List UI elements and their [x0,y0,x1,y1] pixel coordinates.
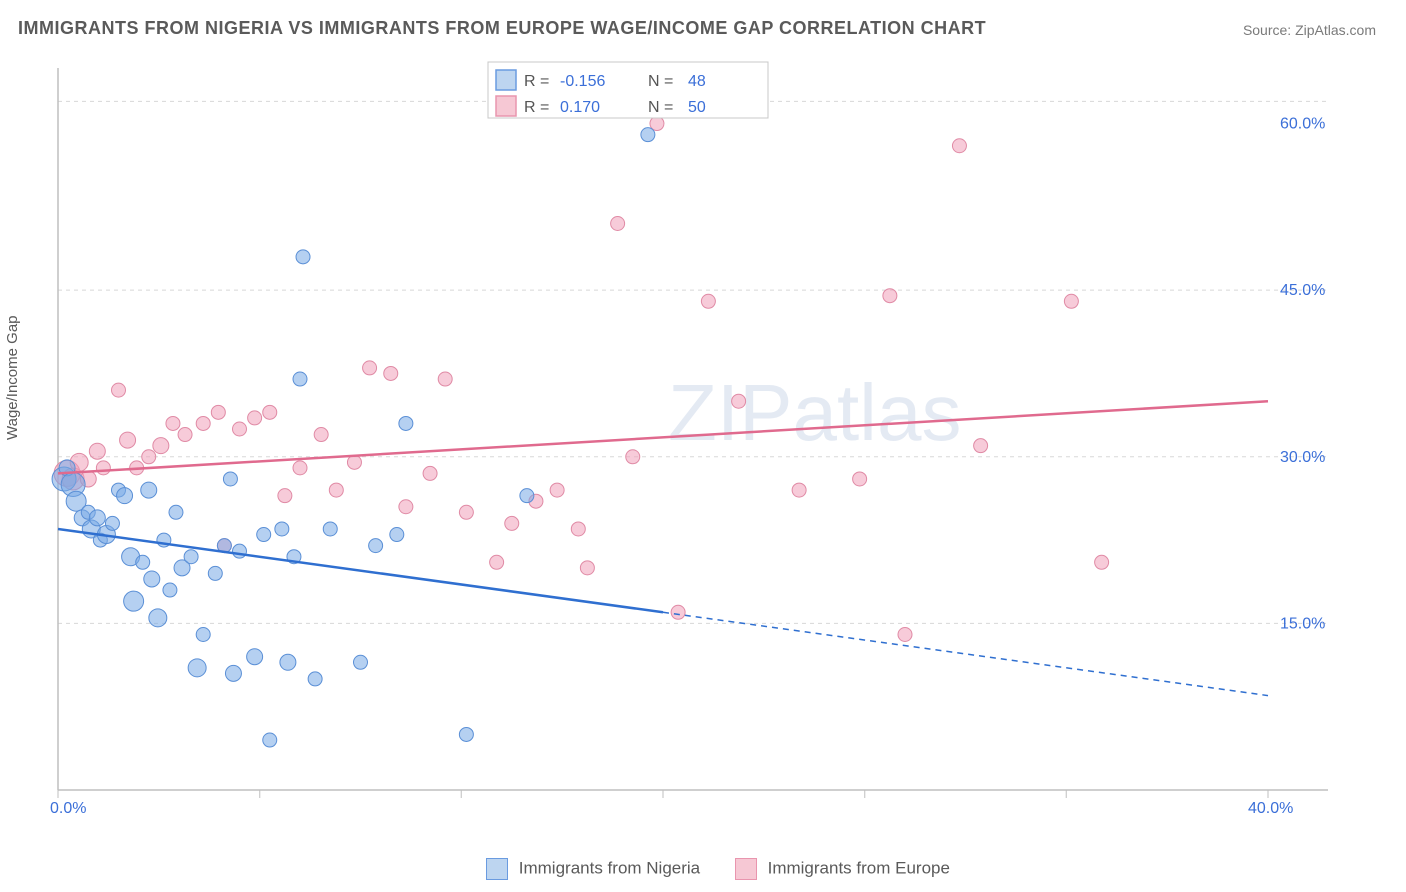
svg-text:0.170: 0.170 [560,99,600,116]
svg-text:60.0%: 60.0% [1280,116,1325,133]
svg-text:R =: R = [524,73,549,90]
x-tick-min: 0.0% [50,800,86,818]
y-axis-label: Wage/Income Gap [4,315,21,440]
svg-text:30.0%: 30.0% [1280,449,1325,466]
svg-text:45.0%: 45.0% [1280,282,1325,299]
svg-text:15.0%: 15.0% [1280,615,1325,632]
source-attribution: Source: ZipAtlas.com [1243,22,1376,38]
svg-text:48: 48 [688,73,706,90]
bottom-legend: Immigrants from Nigeria Immigrants from … [0,858,1406,880]
chart-plot-area: ZIPatlas 15.0% 30.0% 45.0% 60.0% R = -0.156 N =… [48,60,1338,820]
x-tick-max: 40.0% [1248,800,1293,818]
scatter-svg: ZIPatlas 15.0% 30.0% 45.0% 60.0% R = -0.156 N =… [48,60,1338,820]
legend-label-europe: Immigrants from Europe [768,858,950,877]
svg-text:N =: N = [648,99,673,116]
svg-text:-0.156: -0.156 [560,73,605,90]
legend-label-nigeria: Immigrants from Nigeria [519,858,700,877]
legend-swatch-europe [735,858,757,880]
chart-title: IMMIGRANTS FROM NIGERIA VS IMMIGRANTS FR… [18,18,986,39]
svg-text:R =: R = [524,99,549,116]
legend-swatch-nigeria [486,858,508,880]
svg-text:50: 50 [688,99,706,116]
svg-text:ZIPatlas: ZIPatlas [668,368,961,457]
svg-text:N =: N = [648,73,673,90]
